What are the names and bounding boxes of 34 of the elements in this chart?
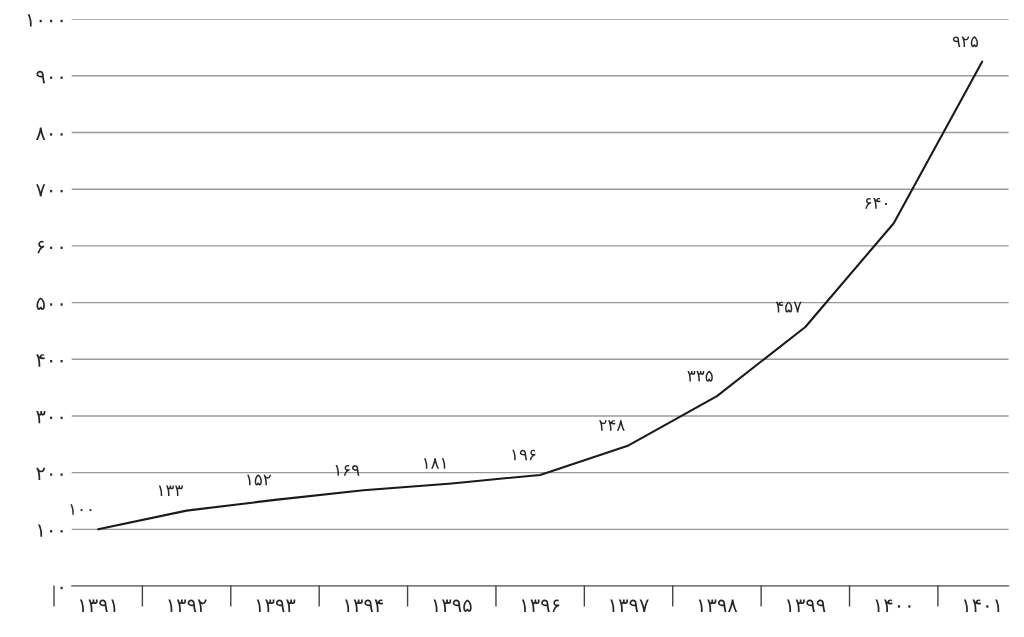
data-label: ۴۵۷: [775, 301, 802, 313]
y-tick-label: ۶۰۰: [37, 240, 63, 254]
y-tick-label: ۹۰۰: [36, 70, 63, 84]
line-series: [97, 60, 984, 531]
y-tick-label: ۷۰۰: [36, 184, 63, 197]
data-label: ۱۹۶: [512, 449, 536, 461]
data-label: ۹۲۵: [952, 36, 979, 48]
data-label: ۳۳۵: [687, 370, 713, 382]
data-label: ۲۴۸: [599, 420, 625, 431]
y-tick-label: ۴۰۰: [36, 354, 63, 367]
x-tick-label: ۱۳۹۵: [433, 599, 472, 613]
y-tick-label: ۸۰۰: [36, 127, 63, 140]
data-label: ۱۳۳: [158, 485, 183, 497]
y-tick-label: ۲۰۰: [36, 467, 63, 481]
x-tick-label: ۱۳۹۷: [610, 599, 649, 612]
x-tick-label: ۱۴۰۱: [963, 599, 1000, 612]
data-label: ۱۶۹: [335, 464, 360, 476]
x-tick-label: ۱۴۰۰: [875, 599, 911, 612]
y-tick-label: ۰: [60, 586, 63, 590]
x-tick-label: ۱۳۹۱: [79, 599, 116, 612]
x-tick-label: ۱۳۹۸: [698, 599, 738, 612]
y-tick-label: ۱۰۰: [38, 524, 63, 537]
y-tick-label: ۵۰۰: [36, 297, 63, 311]
x-tick-label: ۱۳۹۲: [168, 599, 207, 612]
x-tick-label: ۱۳۹۶: [521, 599, 560, 612]
y-tick-label: ۳۰۰: [36, 411, 63, 424]
data-label: ۱۰۰: [70, 504, 92, 515]
y-tick-label: ۱۰۰۰: [27, 14, 63, 27]
x-tick-label: ۱۳۹۴: [345, 599, 383, 612]
x-tick-label: ۱۳۹۳: [256, 599, 296, 612]
x-tick-label: ۱۳۹۹: [787, 599, 826, 612]
data-label: ۱۵۲: [247, 474, 271, 486]
data-label: ۶۴۰: [865, 197, 887, 209]
data-label: ۱۸۱: [423, 458, 446, 469]
